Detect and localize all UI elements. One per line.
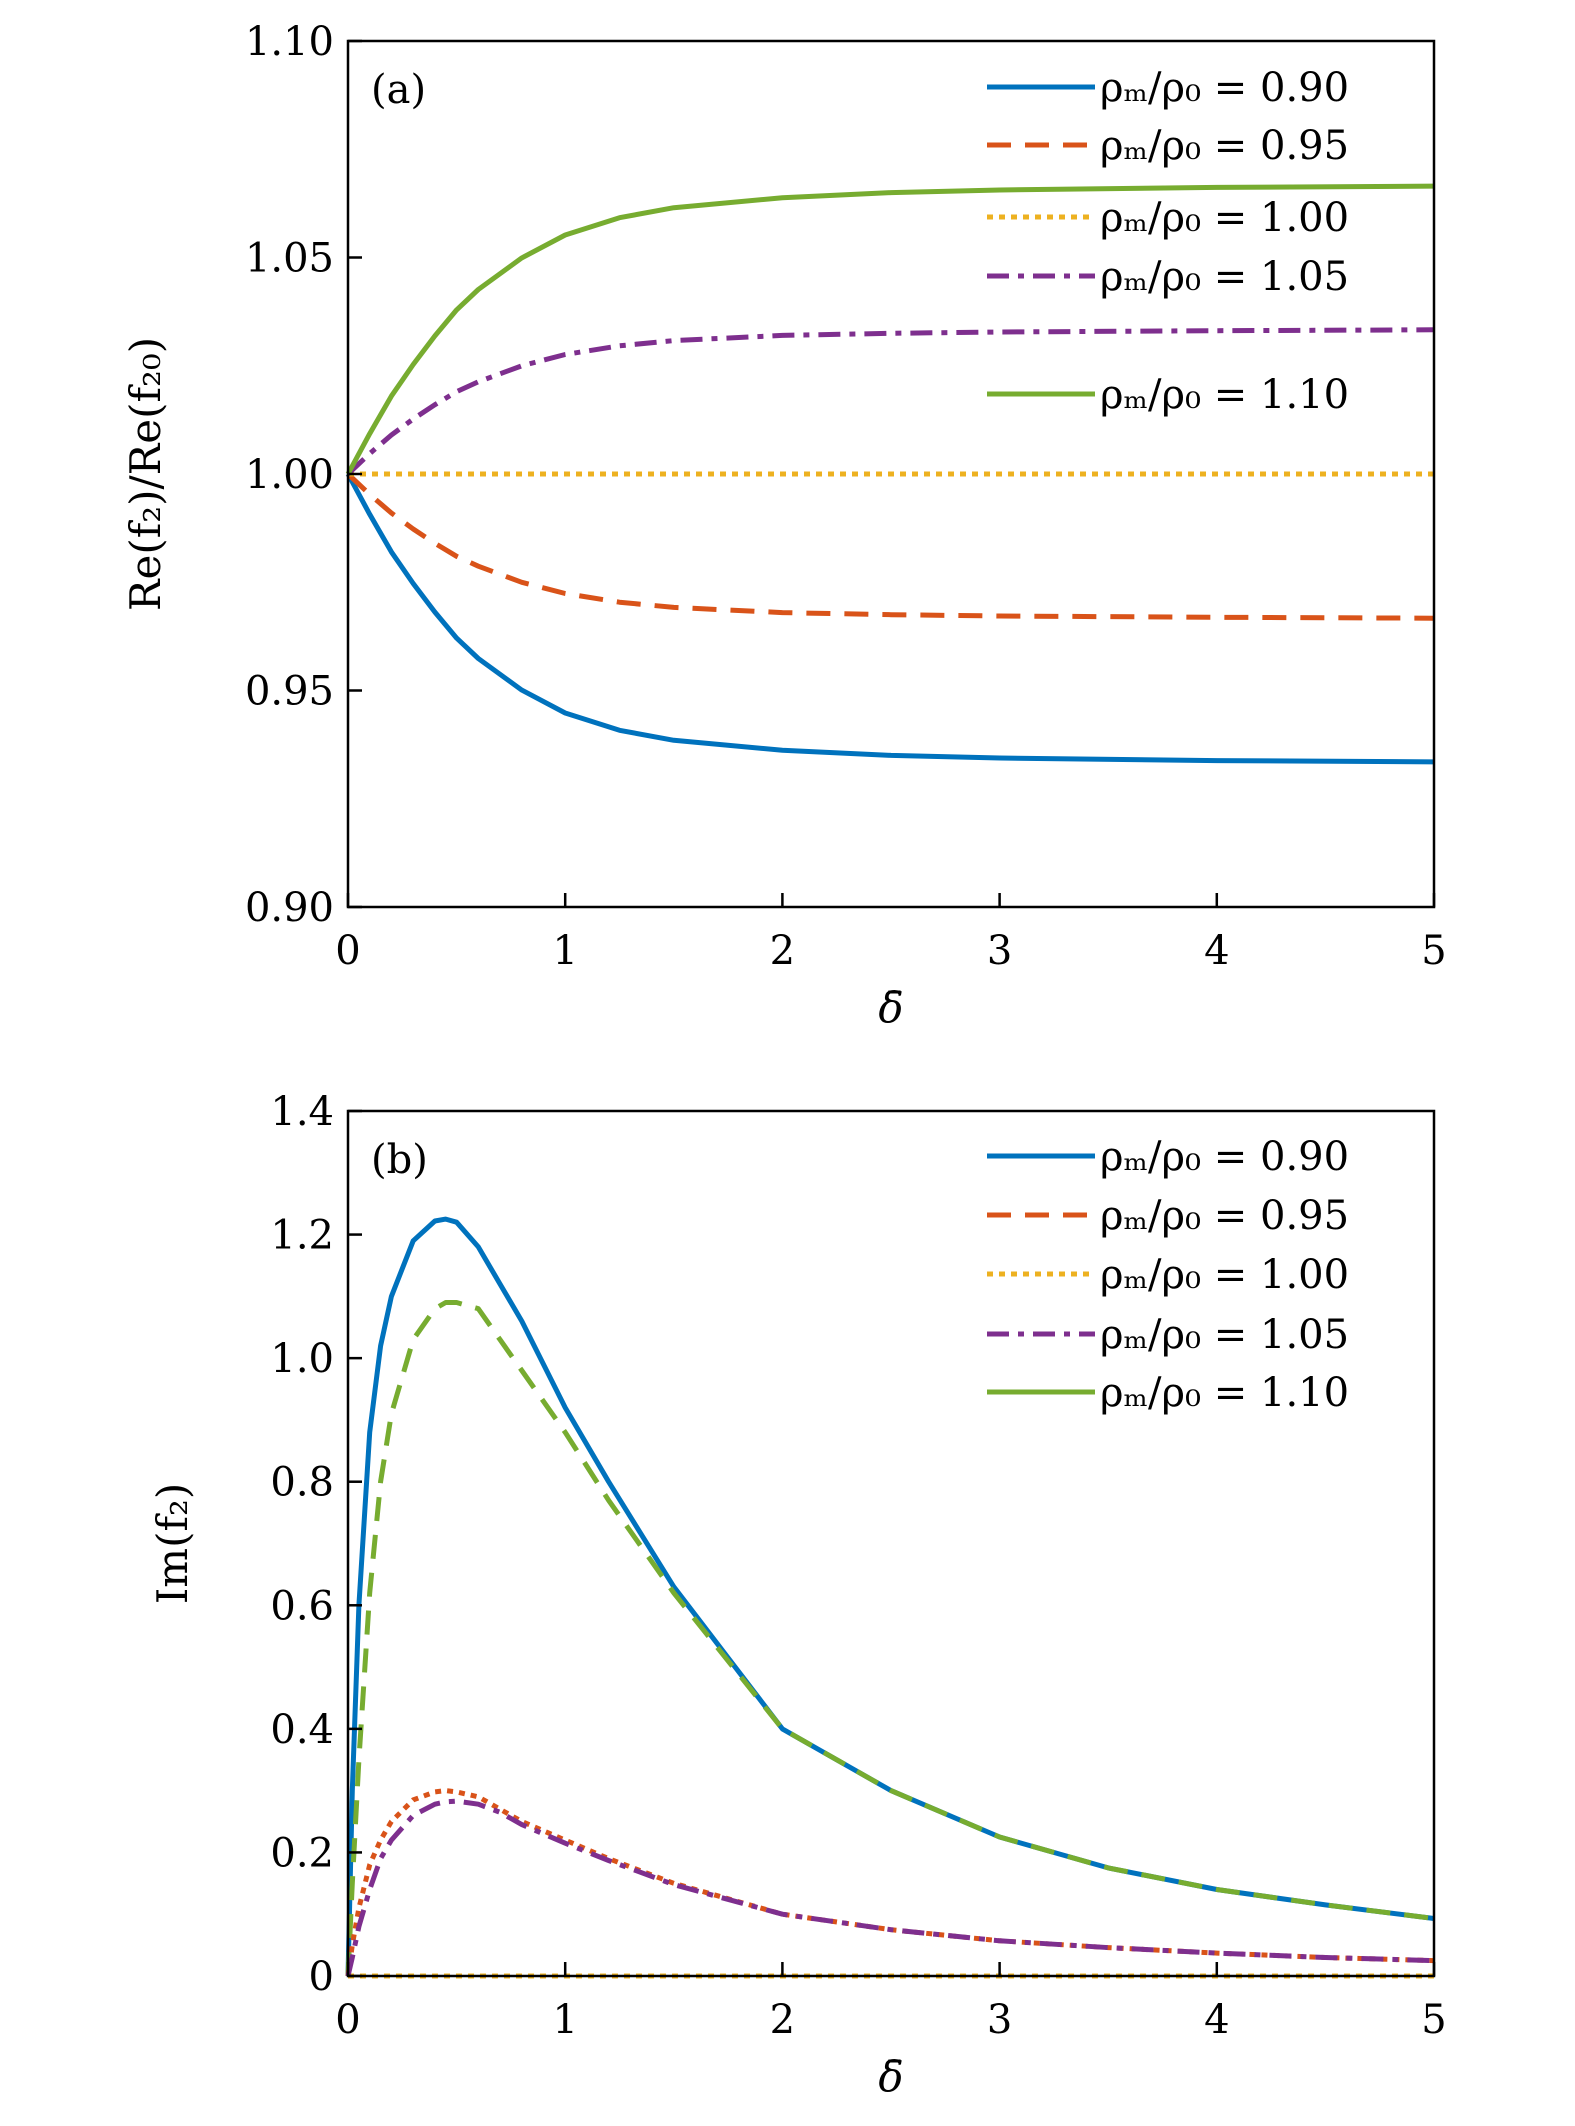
legend-label: ρₘ/ρ₀ = 1.05 <box>1100 254 1349 300</box>
panel-label: (b) <box>371 1137 428 1183</box>
y-tick-label: 0.6 <box>270 1583 334 1629</box>
legend-item: ρₘ/ρ₀ = 1.05 <box>987 254 1349 300</box>
legend-item: ρₘ/ρ₀ = 0.95 <box>987 1193 1349 1239</box>
y-tick-label: 1.10 <box>245 19 334 65</box>
series-line-4 <box>345 183 1435 476</box>
legend-label: ρₘ/ρ₀ = 1.05 <box>1100 1312 1349 1358</box>
series-line-1 <box>346 472 1435 621</box>
panel-b: 0 1 2 3 4 5 0 0.2 0.4 0.6 0.8 1.0 1.2 1.4 δ̄ Im(f₂) (b) ρ… <box>148 1089 1447 2101</box>
legend-label: ρₘ/ρ₀ = 1.10 <box>1100 372 1349 418</box>
series-line-0 <box>345 472 1435 765</box>
legend-item: ρₘ/ρ₀ = 0.95 <box>987 123 1349 169</box>
x-tick-label: 3 <box>987 1997 1012 2043</box>
x-tick-label: 0 <box>335 1997 360 2043</box>
x-tick-label: 1 <box>552 1997 577 2043</box>
x-tick-label: 2 <box>770 928 795 974</box>
legend-item: ρₘ/ρ₀ = 0.90 <box>987 65 1349 111</box>
legend: ρₘ/ρ₀ = 0.90 ρₘ/ρ₀ = 0.95 ρₘ/ρ₀ = 1.00 ρₘ/ρ… <box>987 1134 1349 1416</box>
series-line-3 <box>345 1788 1435 1977</box>
legend-label: ρₘ/ρ₀ = 1.00 <box>1100 1252 1349 1298</box>
y-tick-label: 1.2 <box>270 1213 334 1259</box>
x-tick-label: 5 <box>1421 928 1446 974</box>
x-tick-label: 2 <box>770 1997 795 2043</box>
y-tick-label: 0.2 <box>270 1830 334 1876</box>
y-tick-label: 0.4 <box>270 1707 334 1753</box>
legend-item: ρₘ/ρ₀ = 1.00 <box>987 195 1349 241</box>
series-line-4 <box>345 1798 1435 1977</box>
y-tick-label: 0.95 <box>245 669 334 715</box>
legend-label: ρₘ/ρ₀ = 0.90 <box>1100 65 1349 111</box>
y-tick-label: 1.0 <box>270 1336 334 1382</box>
legend-item: ρₘ/ρ₀ = 0.90 <box>987 1134 1349 1180</box>
y-tick-label: 1.4 <box>270 1089 334 1135</box>
legend-label: ρₘ/ρ₀ = 0.95 <box>1100 123 1349 169</box>
plot-frame <box>346 1109 1436 1978</box>
panel-a: 0 1 2 3 4 5 0.90 0.95 1.00 1.05 1.10 δ̄ Re(f₂)/Re(f₂… <box>121 19 1447 1032</box>
y-tick-label: 1.05 <box>245 236 334 282</box>
y-tick-label: 0 <box>309 1954 334 2000</box>
legend: ρₘ/ρ₀ = 0.90 ρₘ/ρ₀ = 0.95 ρₘ/ρ₀ = 1.00 ρₘ/ρ… <box>987 65 1349 418</box>
x-tick-label: 4 <box>1204 928 1229 974</box>
x-axis-label: δ̄ <box>878 983 903 1032</box>
legend-item: ρₘ/ρ₀ = 1.10 <box>987 372 1349 418</box>
legend-label: ρₘ/ρ₀ = 1.10 <box>1100 1370 1349 1416</box>
legend-label: ρₘ/ρ₀ = 0.90 <box>1100 1134 1349 1180</box>
panel-label: (a) <box>371 67 426 113</box>
y-tick-label: 0.8 <box>270 1460 334 1506</box>
legend-label: ρₘ/ρ₀ = 1.00 <box>1100 195 1349 241</box>
x-tick-label: 3 <box>987 928 1012 974</box>
x-axis-label: δ̄ <box>878 2052 903 2101</box>
x-tick-label: 1 <box>552 928 577 974</box>
series-line-2 <box>345 1300 1435 1977</box>
legend-item: ρₘ/ρ₀ = 1.05 <box>987 1312 1349 1358</box>
legend-label: ρₘ/ρ₀ = 0.95 <box>1100 1193 1349 1239</box>
y-tick-label: 0.90 <box>245 885 334 931</box>
y-axis-label: Re(f₂)/Re(f₂₀) <box>121 337 170 611</box>
y-tick-label: 1.00 <box>245 452 334 498</box>
x-tick-label: 0 <box>335 928 360 974</box>
legend-item: ρₘ/ρ₀ = 1.00 <box>987 1252 1349 1298</box>
x-tick-label: 4 <box>1204 1997 1229 2043</box>
legend-item: ρₘ/ρ₀ = 1.10 <box>987 1370 1349 1416</box>
y-axis-label: Im(f₂) <box>148 1483 197 1605</box>
series-line-3 <box>346 327 1435 476</box>
x-tick-label: 5 <box>1421 1997 1446 2043</box>
